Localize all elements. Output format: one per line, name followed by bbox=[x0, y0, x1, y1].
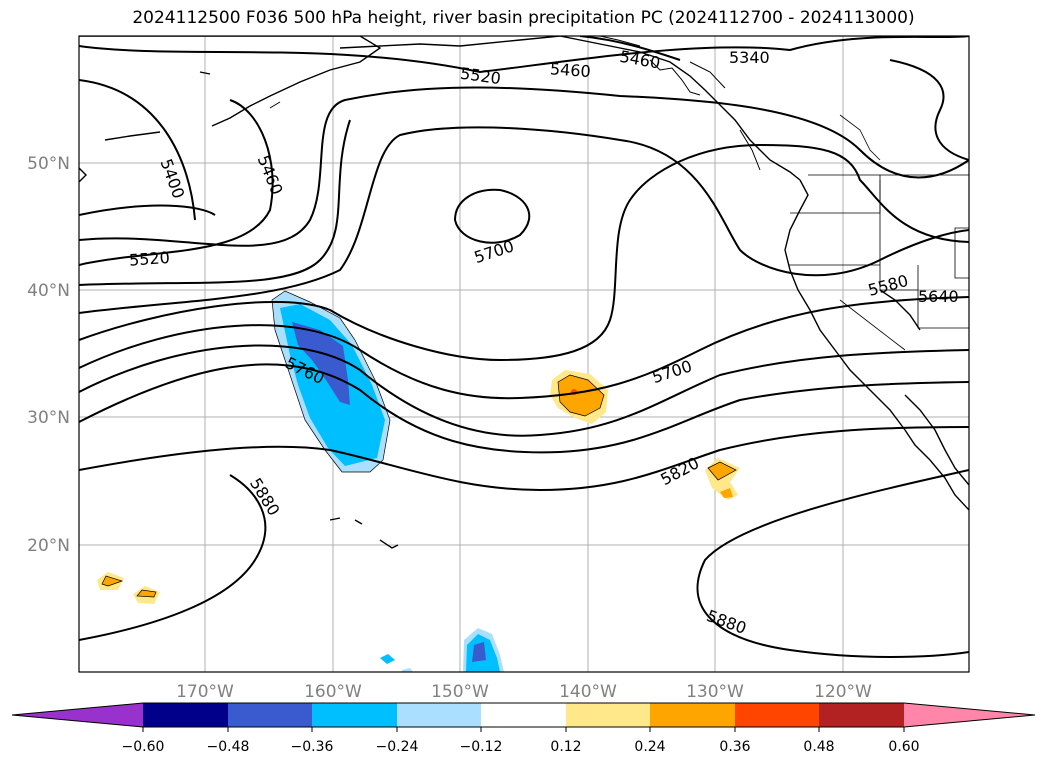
map-frame bbox=[78, 35, 970, 673]
colorbar-tick-label: −0.24 bbox=[376, 739, 419, 755]
contour-label-5340: 5340 bbox=[729, 48, 770, 67]
colorbar-segment bbox=[735, 703, 819, 727]
colorbar-tick-label: 0.36 bbox=[719, 739, 750, 755]
graticule bbox=[79, 36, 969, 672]
colorbar-tick-label: 0.48 bbox=[803, 739, 834, 755]
precip-negative-region-south bbox=[380, 628, 504, 672]
colorbar-extend-low bbox=[12, 703, 143, 727]
colorbar-tick-label: −0.12 bbox=[460, 739, 503, 755]
contour-label-5520-west: 5520 bbox=[128, 248, 170, 270]
colorbar: −0.60 −0.48 −0.36 −0.24 −0.12 0.12 0.24 … bbox=[11, 702, 1036, 755]
lon-label-130w: 130°W bbox=[686, 682, 744, 702]
colorbar-tick-label: −0.36 bbox=[291, 739, 334, 755]
colorbar-segment bbox=[819, 703, 904, 727]
contour-label-5460-north: 5460 bbox=[549, 59, 591, 81]
lon-label-170w: 170°W bbox=[176, 682, 234, 702]
colorbar-tick-label: 0.12 bbox=[550, 739, 581, 755]
colorbar-segment bbox=[143, 703, 228, 727]
map-panel bbox=[79, 36, 969, 672]
lon-label-160w: 160°W bbox=[304, 682, 362, 702]
precip-positive-region-southwest bbox=[97, 572, 160, 604]
colorbar-tick-label: −0.60 bbox=[122, 739, 165, 755]
colorbar-tick-label: 0.24 bbox=[634, 739, 665, 755]
colorbar-segment bbox=[397, 703, 481, 727]
precip-positive-region-east bbox=[705, 458, 740, 500]
height-contours bbox=[79, 36, 969, 658]
lat-label-30n: 30°N bbox=[27, 408, 70, 428]
small-islands bbox=[269, 36, 761, 171]
lon-label-120w: 120°W bbox=[814, 682, 872, 702]
coastlines bbox=[79, 36, 969, 549]
map-title: 2024112500 F036 500 hPa height, river ba… bbox=[132, 8, 915, 28]
colorbar-tick-label: −0.48 bbox=[207, 739, 250, 755]
colorbar-segment bbox=[481, 703, 566, 727]
colorbar-tick-label: 0.60 bbox=[888, 739, 919, 755]
political-borders bbox=[788, 114, 969, 351]
lat-label-50n: 50°N bbox=[27, 154, 70, 174]
colorbar-segment bbox=[228, 703, 312, 727]
lon-label-140w: 140°W bbox=[559, 682, 617, 702]
lat-axis-labels: 50°N 40°N 30°N 20°N bbox=[27, 154, 70, 556]
colorbar-segment bbox=[650, 703, 735, 727]
precip-negative-region-west bbox=[271, 290, 391, 473]
colorbar-extend-high bbox=[904, 703, 1035, 727]
lon-axis-labels: 170°W 160°W 150°W 140°W 130°W 120°W bbox=[176, 682, 872, 702]
lon-label-150w: 150°W bbox=[431, 682, 489, 702]
colorbar-segment bbox=[566, 703, 650, 727]
colorbar-segment bbox=[312, 703, 397, 727]
contour-label-5640: 5640 bbox=[918, 287, 959, 306]
lat-label-40n: 40°N bbox=[27, 281, 70, 301]
precip-positive-region-mid bbox=[550, 370, 608, 424]
lat-label-20n: 20°N bbox=[27, 536, 70, 556]
